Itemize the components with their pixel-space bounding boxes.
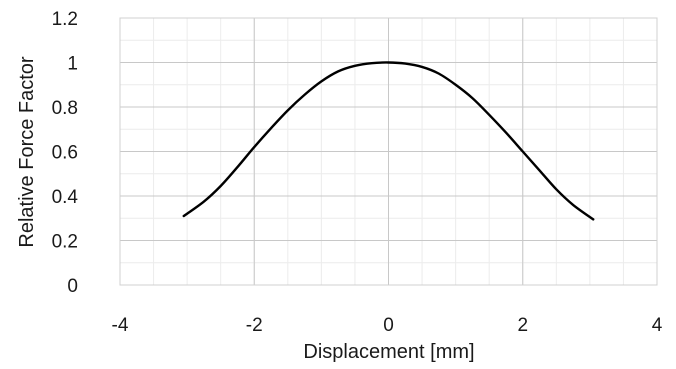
y-tick-labels: 0 0.2 0.4 0.6 0.8 1 1.2	[52, 9, 79, 297]
x-tick-labels: -4 -2 0 2 4	[112, 315, 663, 336]
x-tick-label: -4	[112, 315, 129, 336]
x-tick-label: -2	[246, 315, 263, 336]
y-tick-label: 0.8	[52, 98, 78, 119]
major-gridlines	[119, 17, 658, 286]
plot-area	[119, 17, 658, 286]
y-tick-label: 0.4	[52, 187, 79, 208]
y-tick-label: 0.2	[52, 232, 78, 253]
x-tick-label: 4	[652, 315, 663, 336]
y-tick-label: 0	[67, 276, 78, 297]
x-tick-label: 2	[517, 315, 528, 336]
series-group	[182, 61, 595, 221]
x-axis-title: Displacement [mm]	[303, 341, 474, 363]
plot-border	[119, 17, 658, 286]
y-axis-title: Relative Force Factor	[16, 56, 38, 248]
series-line-0	[182, 61, 595, 221]
y-tick-label: 1	[67, 54, 78, 75]
x-tick-label: 0	[383, 315, 394, 336]
y-tick-label: 1.2	[52, 9, 78, 30]
y-tick-label: 0.6	[52, 143, 78, 164]
